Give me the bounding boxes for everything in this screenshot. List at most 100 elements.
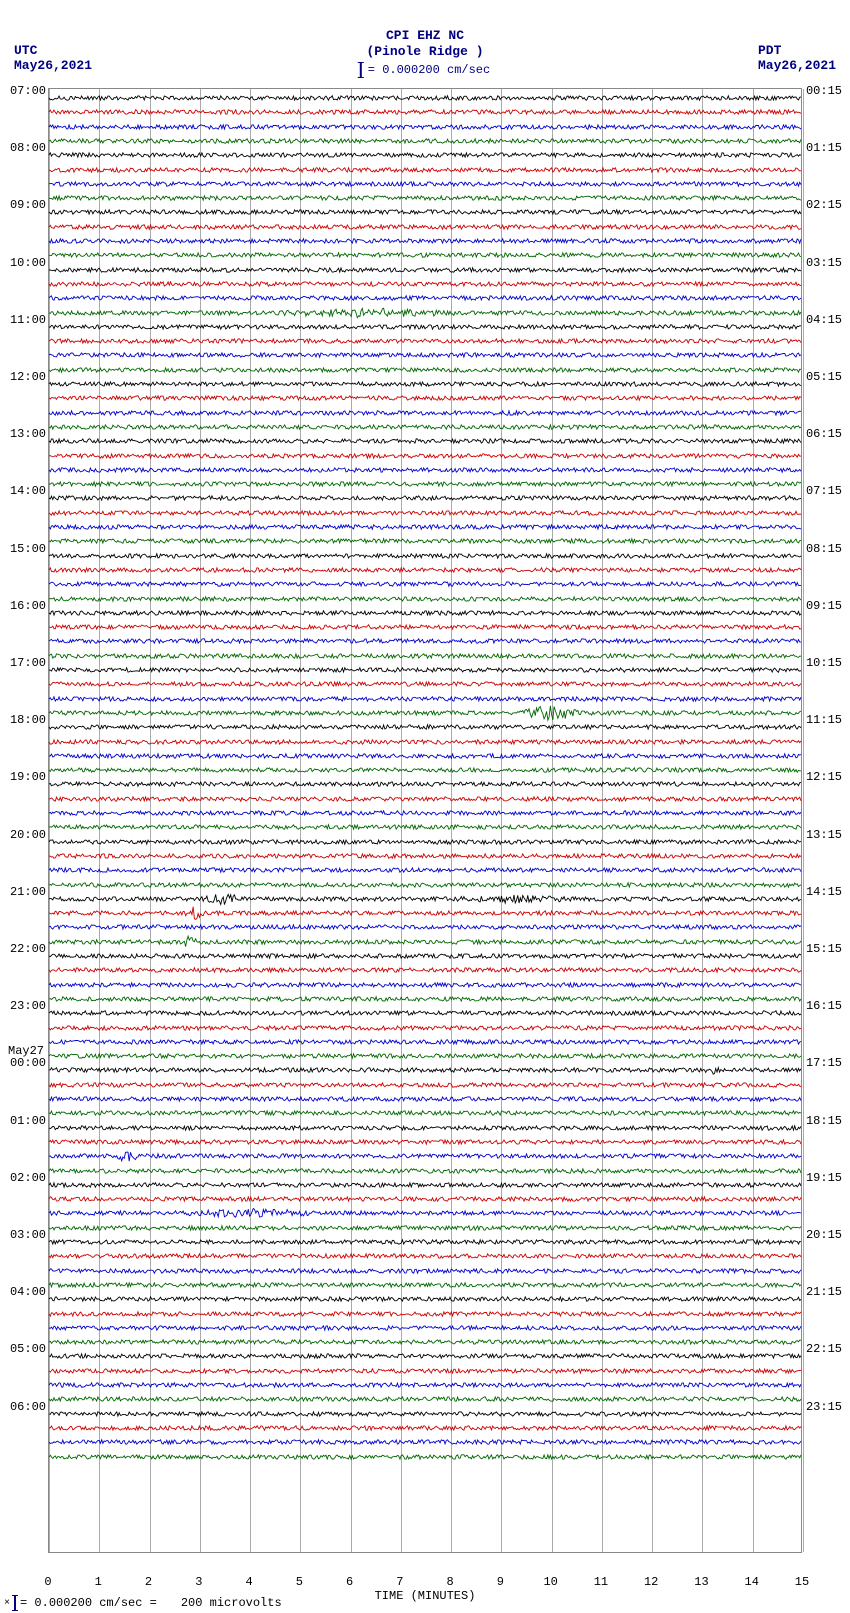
y-label-left: 19:00 (8, 770, 46, 784)
y-label-left: 17:00 (8, 656, 46, 670)
footer-text2: 200 microvolts (181, 1596, 282, 1610)
x-tick-label: 13 (694, 1575, 708, 1589)
y-label-left: 07:00 (8, 84, 46, 98)
y-label-right: 06:15 (806, 427, 842, 441)
y-label-right: 11:15 (806, 713, 842, 727)
trace-row (49, 105, 801, 119)
trace-row (49, 1006, 801, 1020)
trace-row (49, 1192, 801, 1206)
y-label-right: 03:15 (806, 256, 842, 270)
trace-row (49, 1421, 801, 1435)
trace-row (49, 1106, 801, 1120)
y-label-left: 14:00 (8, 484, 46, 498)
trace-row (49, 1392, 801, 1406)
trace-row (49, 148, 801, 162)
y-label-right: 05:15 (806, 370, 842, 384)
y-label-left: 11:00 (8, 313, 46, 327)
trace-row (49, 177, 801, 191)
trace-row (49, 949, 801, 963)
y-label-right: 09:15 (806, 599, 842, 613)
scale-legend: = 0.000200 cm/sec (360, 62, 490, 78)
x-tick-label: 2 (145, 1575, 152, 1589)
trace-row (49, 706, 801, 720)
trace-row (49, 1021, 801, 1035)
trace-row (49, 1164, 801, 1178)
trace-row (49, 920, 801, 934)
trace-row (49, 677, 801, 691)
trace-row (49, 1349, 801, 1363)
trace-row (49, 1035, 801, 1049)
tz-left: UTC May26,2021 (14, 44, 92, 74)
y-label-left: 23:00 (8, 999, 46, 1013)
trace-row (49, 835, 801, 849)
x-tick-label: 12 (644, 1575, 658, 1589)
trace-row (49, 892, 801, 906)
x-tick-label: 15 (795, 1575, 809, 1589)
trace-row (49, 992, 801, 1006)
trace-row (49, 806, 801, 820)
trace-row (49, 134, 801, 148)
y-label-left: 01:00 (8, 1114, 46, 1128)
trace-row (49, 720, 801, 734)
y-label-left: 06:00 (8, 1400, 46, 1414)
y-label-right: 01:15 (806, 141, 842, 155)
trace-row (49, 434, 801, 448)
trace-row (49, 849, 801, 863)
y-label-right: 13:15 (806, 828, 842, 842)
y-label-right: 04:15 (806, 313, 842, 327)
trace-row (49, 163, 801, 177)
scale-bar-icon (360, 62, 362, 78)
trace-row (49, 263, 801, 277)
trace-row (49, 1078, 801, 1092)
trace-row (49, 363, 801, 377)
trace-row (49, 306, 801, 320)
trace-row (49, 248, 801, 262)
trace-row (49, 320, 801, 334)
x-tick-label: 3 (195, 1575, 202, 1589)
trace-row (49, 592, 801, 606)
tz-left-date: May26,2021 (14, 59, 92, 74)
y-label-right: 22:15 (806, 1342, 842, 1356)
seismogram-container: CPI EHZ NC (Pinole Ridge ) = 0.000200 cm… (0, 0, 850, 1613)
trace-row (49, 963, 801, 977)
footer-text1: = 0.000200 cm/sec = (20, 1596, 157, 1610)
trace-row (49, 820, 801, 834)
trace-row (49, 520, 801, 534)
trace-row (49, 506, 801, 520)
x-tick-label: 0 (44, 1575, 51, 1589)
y-label-right: 07:15 (806, 484, 842, 498)
trace-row (49, 120, 801, 134)
trace-row (49, 477, 801, 491)
trace-row (49, 749, 801, 763)
x-tick-label: 8 (447, 1575, 454, 1589)
y-label-left: 10:00 (8, 256, 46, 270)
y-label-left: 09:00 (8, 198, 46, 212)
x-tick-label: 1 (95, 1575, 102, 1589)
y-label-right: 20:15 (806, 1228, 842, 1242)
scale-text: = 0.000200 cm/sec (368, 63, 490, 77)
trace-row (49, 406, 801, 420)
trace-row (49, 863, 801, 877)
x-tick-label: 10 (543, 1575, 557, 1589)
tz-right-date: May26,2021 (758, 59, 836, 74)
trace-row (49, 1378, 801, 1392)
trace-row (49, 491, 801, 505)
y-label-left: 00:00 (8, 1056, 46, 1070)
footer-scale-bar-icon (14, 1595, 16, 1611)
trace-row (49, 1221, 801, 1235)
y-label-right: 00:15 (806, 84, 842, 98)
trace-row (49, 1235, 801, 1249)
trace-row (49, 577, 801, 591)
y-label-left: 02:00 (8, 1171, 46, 1185)
trace-row (49, 191, 801, 205)
trace-row (49, 420, 801, 434)
trace-row (49, 291, 801, 305)
tz-left-label: UTC (14, 44, 92, 59)
trace-row (49, 1407, 801, 1421)
trace-row (49, 663, 801, 677)
trace-row (49, 1364, 801, 1378)
x-tick-label: 5 (296, 1575, 303, 1589)
trace-row (49, 792, 801, 806)
trace-row (49, 620, 801, 634)
trace-row (49, 1049, 801, 1063)
